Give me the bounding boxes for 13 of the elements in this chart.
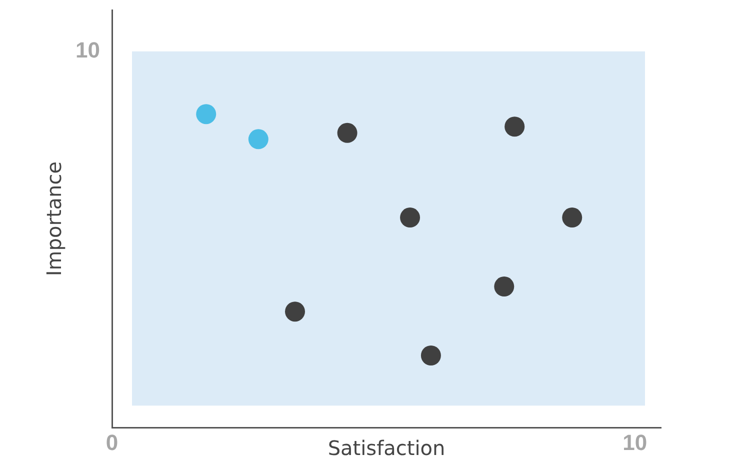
- x-tick-label: 0: [106, 430, 118, 455]
- point: [420, 345, 441, 366]
- point: [337, 122, 358, 143]
- point: [400, 208, 420, 228]
- x-axis-title: Satisfaction: [328, 436, 446, 460]
- point: [504, 116, 525, 137]
- text: 10: [76, 37, 100, 62]
- y-axis-title: Importance: [42, 161, 66, 276]
- point: [248, 129, 268, 150]
- point: [562, 208, 582, 228]
- point: [196, 104, 216, 124]
- point: [494, 276, 514, 297]
- point: [285, 302, 305, 322]
